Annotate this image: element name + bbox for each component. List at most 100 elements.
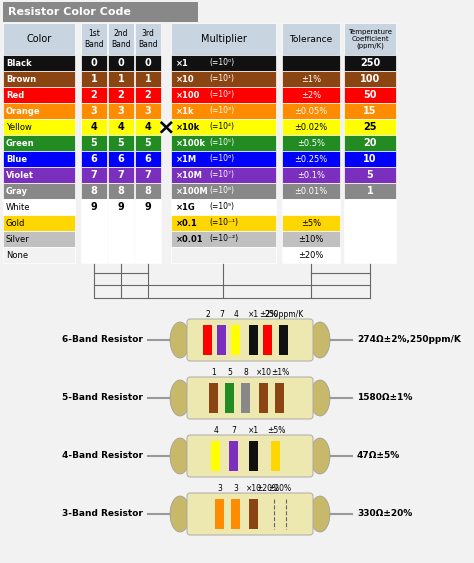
- Bar: [3, 215, 75, 231]
- Text: Resistor Color Code: Resistor Color Code: [8, 7, 131, 17]
- Bar: [135, 103, 161, 119]
- Text: 330Ω±20%: 330Ω±20%: [357, 510, 412, 519]
- Bar: [3, 2, 198, 22]
- Text: (=10⁰): (=10⁰): [209, 59, 234, 68]
- Text: 47Ω±5%: 47Ω±5%: [357, 452, 400, 461]
- Text: ±20%: ±20%: [256, 484, 280, 493]
- Text: (=10⁵): (=10⁵): [209, 138, 234, 148]
- Bar: [108, 199, 134, 215]
- Text: 7: 7: [91, 170, 97, 180]
- Bar: [211, 441, 220, 471]
- Ellipse shape: [170, 322, 190, 358]
- Text: (=10⁸): (=10⁸): [209, 186, 234, 195]
- Text: 250ppm/K: 250ppm/K: [264, 310, 304, 319]
- Bar: [282, 71, 340, 87]
- Bar: [81, 183, 107, 199]
- Bar: [108, 55, 134, 71]
- Text: None: None: [6, 251, 28, 260]
- Bar: [249, 441, 258, 471]
- Bar: [344, 151, 396, 167]
- Bar: [282, 247, 340, 263]
- Bar: [135, 71, 161, 87]
- Bar: [108, 135, 134, 151]
- Text: 6: 6: [91, 154, 97, 164]
- Ellipse shape: [310, 438, 330, 474]
- Text: 5: 5: [118, 138, 124, 148]
- Text: White: White: [6, 203, 30, 212]
- Text: 6: 6: [145, 154, 151, 164]
- Bar: [81, 231, 107, 247]
- Text: 2: 2: [91, 90, 97, 100]
- Text: 0: 0: [118, 58, 124, 68]
- Text: ×1M: ×1M: [176, 154, 197, 163]
- Text: 8: 8: [145, 186, 151, 196]
- Text: ±0.02%: ±0.02%: [294, 123, 328, 132]
- Bar: [108, 87, 134, 103]
- Bar: [231, 499, 240, 529]
- Text: ±2%: ±2%: [301, 91, 321, 100]
- Bar: [282, 231, 340, 247]
- Text: Yellow: Yellow: [6, 123, 32, 132]
- Bar: [108, 247, 134, 263]
- Text: Brown: Brown: [6, 74, 36, 83]
- Text: ±10%: ±10%: [298, 235, 324, 244]
- Bar: [344, 119, 396, 135]
- Bar: [108, 103, 134, 119]
- Bar: [108, 151, 134, 167]
- Text: Gold: Gold: [6, 218, 26, 227]
- Bar: [241, 383, 250, 413]
- Text: 8: 8: [91, 186, 98, 196]
- Text: ×100: ×100: [176, 91, 201, 100]
- Text: Black: Black: [6, 59, 32, 68]
- Text: ±0.1%: ±0.1%: [297, 171, 325, 180]
- Text: ±0.5%: ±0.5%: [297, 138, 325, 148]
- Text: 6: 6: [118, 154, 124, 164]
- Text: 2: 2: [118, 90, 124, 100]
- Bar: [81, 103, 107, 119]
- Text: ×10: ×10: [246, 484, 262, 493]
- Text: (=10⁶): (=10⁶): [209, 154, 234, 163]
- FancyBboxPatch shape: [187, 319, 313, 361]
- Bar: [282, 87, 340, 103]
- FancyBboxPatch shape: [187, 493, 313, 535]
- Bar: [135, 151, 161, 167]
- Bar: [81, 247, 107, 263]
- Text: ±20%: ±20%: [298, 251, 324, 260]
- Bar: [108, 215, 134, 231]
- Text: 4: 4: [214, 426, 219, 435]
- Text: ×10M: ×10M: [176, 171, 203, 180]
- Bar: [81, 119, 107, 135]
- Bar: [81, 135, 107, 151]
- Bar: [282, 215, 340, 231]
- Text: 7: 7: [145, 170, 151, 180]
- Text: 1: 1: [118, 74, 124, 84]
- Bar: [81, 215, 107, 231]
- Text: 2: 2: [145, 90, 151, 100]
- Bar: [344, 135, 396, 151]
- Bar: [171, 183, 276, 199]
- Bar: [81, 199, 107, 215]
- Text: ±2%: ±2%: [259, 310, 277, 319]
- Bar: [81, 71, 107, 87]
- Text: 274Ω±2%,250ppm/K: 274Ω±2%,250ppm/K: [357, 336, 461, 345]
- Bar: [171, 215, 276, 231]
- Text: 1: 1: [211, 368, 216, 377]
- Bar: [135, 55, 161, 71]
- Bar: [282, 135, 340, 151]
- Text: 250: 250: [360, 58, 380, 68]
- Bar: [81, 55, 107, 71]
- Bar: [216, 499, 225, 529]
- Bar: [282, 151, 340, 167]
- Text: 4: 4: [145, 122, 151, 132]
- Text: 5: 5: [145, 138, 151, 148]
- Bar: [171, 119, 276, 135]
- Text: 5: 5: [91, 138, 97, 148]
- Ellipse shape: [310, 496, 330, 532]
- Bar: [282, 55, 340, 71]
- Text: 6-Band Resistor: 6-Band Resistor: [62, 336, 143, 345]
- Bar: [3, 247, 75, 263]
- Bar: [171, 103, 276, 119]
- Ellipse shape: [170, 438, 190, 474]
- Text: ×0.1: ×0.1: [176, 218, 198, 227]
- Text: 9: 9: [91, 202, 97, 212]
